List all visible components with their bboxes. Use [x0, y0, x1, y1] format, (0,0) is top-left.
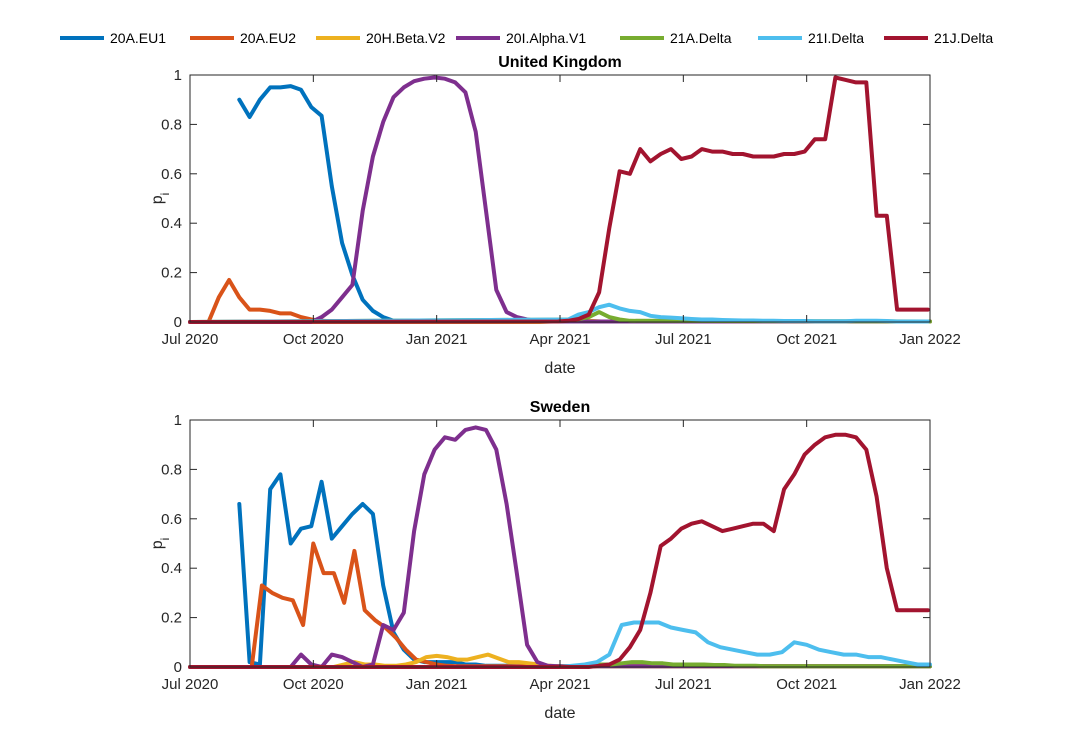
- uk-ytick-label-5: 1: [174, 67, 182, 84]
- sweden-xtick-label-1: Oct 2020: [283, 676, 344, 693]
- uk-xtick-label-4: Jul 2021: [655, 331, 712, 348]
- uk-xtick-label-3: Apr 2021: [530, 331, 591, 348]
- sweden-xtick-label-3: Apr 2021: [530, 676, 591, 693]
- uk-ytick-label-3: 0.6: [161, 166, 182, 183]
- sweden-ylabel-text: pi: [149, 538, 172, 550]
- uk-xtick-label-0: Jul 2020: [162, 331, 219, 348]
- legend-label-1: 20A.EU2: [240, 30, 296, 46]
- uk-ytick-label-0: 0: [174, 314, 182, 331]
- sweden-xlabel: date: [544, 705, 575, 722]
- sweden-ylabel-main: p: [149, 540, 166, 549]
- uk-series-21i-delta: [188, 302, 930, 324]
- uk-series-21j-delta: [188, 75, 930, 324]
- uk-ytick-label-4: 0.8: [161, 116, 182, 133]
- uk-xlabel: date: [544, 360, 575, 377]
- sweden-xtick-label-5: Oct 2021: [776, 676, 837, 693]
- legend-label-0: 20A.EU1: [110, 30, 166, 46]
- sweden-ytick-label-4: 0.8: [161, 461, 182, 478]
- sweden-ytick-label-5: 1: [174, 412, 182, 429]
- uk-xtick-label-5: Oct 2021: [776, 331, 837, 348]
- uk-plot-area: [190, 75, 930, 322]
- sweden-ylabel: pi: [149, 538, 172, 550]
- sweden-series-21a-delta: [188, 660, 932, 669]
- sweden-ytick-label-2: 0.4: [161, 560, 182, 577]
- legend: 20A.EU1 20A.EU2 20H.Beta.V2 20I.Alpha.V1 21A…: [60, 30, 993, 46]
- sweden-title: Sweden: [530, 399, 590, 416]
- sweden-xtick-label-0: Jul 2020: [162, 676, 219, 693]
- sweden-panel: Sweden Jul 2020 Oct 2020 Jan 2021 Apr 2021 J…: [149, 399, 961, 722]
- sweden-ytick-label-1: 0.2: [161, 610, 182, 627]
- uk-xtick-label-2: Jan 2021: [406, 331, 468, 348]
- uk-ytick-label-1: 0.2: [161, 265, 182, 282]
- uk-xtick-label-1: Oct 2020: [283, 331, 344, 348]
- uk-axes-box: [189, 74, 931, 323]
- legend-label-4: 21A.Delta: [670, 30, 732, 46]
- legend-label-5: 21I.Delta: [808, 30, 864, 46]
- sweden-plot-area: [190, 420, 930, 667]
- uk-panel: United Kingdom Jul 2020 Oct 2020 Jan 2021 A…: [149, 54, 961, 377]
- uk-xtick-label-6: Jan 2022: [899, 331, 961, 348]
- sweden-axes-box: [189, 419, 931, 668]
- sweden-ytick-label-0: 0: [174, 659, 182, 676]
- legend-label-3: 20I.Alpha.V1: [506, 30, 586, 46]
- uk-ylabel-text: pi: [149, 193, 172, 205]
- legend-label-2: 20H.Beta.V2: [366, 30, 446, 46]
- uk-ylabel: pi: [149, 193, 172, 205]
- uk-ytick-label-2: 0.4: [161, 215, 182, 232]
- sweden-xtick-label-6: Jan 2022: [899, 676, 961, 693]
- sweden-ylabel-sub: i: [158, 538, 172, 541]
- sweden-series-20i-alpha-v1: [270, 425, 932, 669]
- sweden-series-21j-delta: [188, 432, 930, 669]
- uk-ylabel-main: p: [149, 195, 166, 204]
- uk-ylabel-sub: i: [158, 193, 172, 196]
- sweden-ytick-label-3: 0.6: [161, 511, 182, 528]
- sweden-xtick-label-2: Jan 2021: [406, 676, 468, 693]
- legend-label-6: 21J.Delta: [934, 30, 993, 46]
- sweden-series-21i-delta: [188, 620, 932, 669]
- uk-title: United Kingdom: [498, 54, 622, 71]
- sweden-xtick-label-4: Jul 2021: [655, 676, 712, 693]
